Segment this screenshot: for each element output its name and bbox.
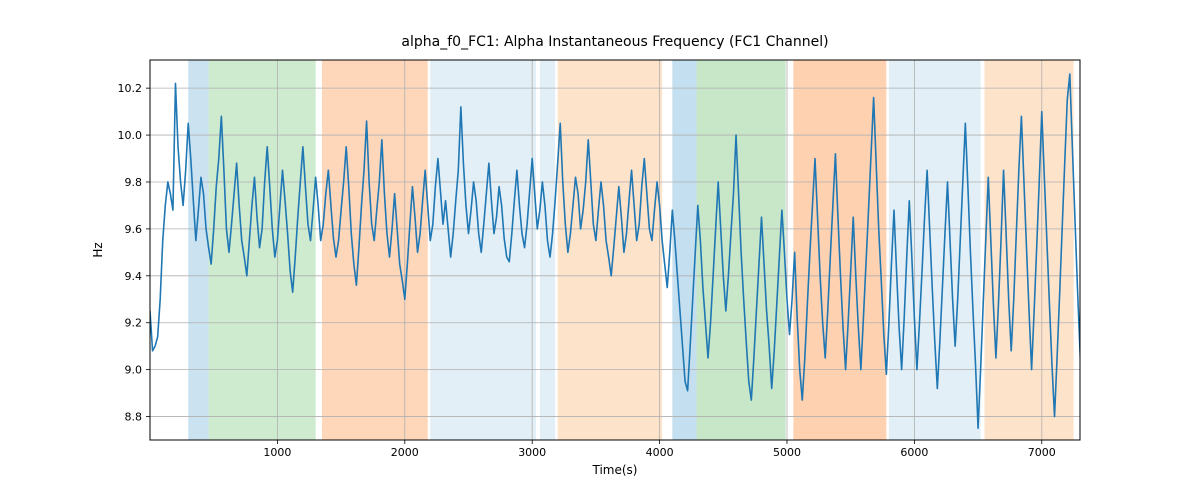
y-tick-label: 9.6 [125,223,143,236]
y-tick-label: 10.0 [118,129,143,142]
y-tick-label: 10.2 [118,82,143,95]
y-tick-label: 9.0 [125,364,143,377]
line-chart-svg: 1000 2000 3000 4000 5000 6000 7000 8.8 9.0 9.2 9.4… [0,0,1200,500]
y-tick-label: 9.4 [125,270,143,283]
y-tick-label: 8.8 [125,411,143,424]
y-axis-label: Hz [91,242,105,257]
y-tick-label: 9.2 [125,317,143,330]
x-tick-label: 3000 [518,446,546,459]
chart-title: alpha_f0_FC1: Alpha Instantaneous Freque… [401,34,828,50]
x-tick-label: 2000 [391,446,419,459]
x-tick-label: 5000 [773,446,801,459]
y-tick-label: 9.8 [125,176,143,189]
chart-container: 1000 2000 3000 4000 5000 6000 7000 8.8 9.0 9.2 9.4… [0,0,1200,500]
x-tick-label: 7000 [1028,446,1056,459]
x-tick-label: 4000 [646,446,674,459]
x-axis-label: Time(s) [592,463,638,477]
x-tick-label: 1000 [263,446,291,459]
x-tick-label: 6000 [900,446,928,459]
